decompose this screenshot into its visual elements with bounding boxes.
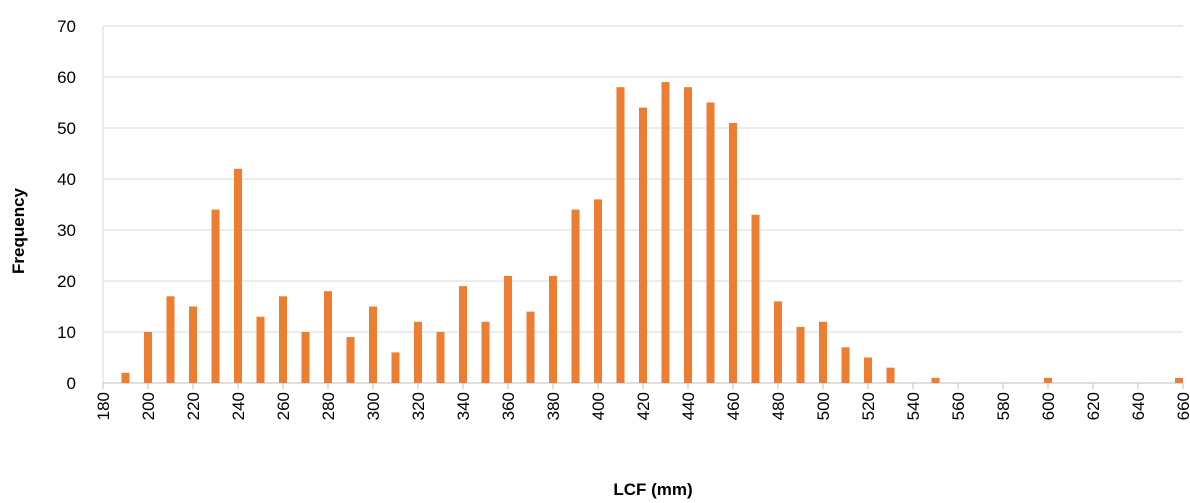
x-tick-label: 440: [679, 392, 698, 420]
bar: [684, 87, 692, 383]
y-tick-label: 30: [57, 221, 76, 240]
x-tick-label: 620: [1084, 392, 1103, 420]
x-axis-title: LCF (mm): [613, 480, 692, 499]
bar: [549, 275, 557, 383]
x-tick-label: 640: [1129, 392, 1148, 420]
bar: [751, 214, 760, 383]
x-tick-label: 660: [1174, 392, 1190, 420]
bar: [121, 372, 130, 383]
y-tick-label: 60: [57, 68, 76, 87]
x-tick-label: 540: [904, 392, 923, 420]
bar: [279, 296, 287, 383]
x-tick-label: 300: [364, 392, 383, 420]
bar: [729, 122, 737, 384]
bar: [526, 311, 535, 383]
x-tick-label: 500: [814, 392, 833, 420]
x-tick-label: 280: [319, 392, 338, 420]
bar: [571, 209, 580, 383]
bar: [436, 332, 445, 383]
x-tick-label: 180: [94, 392, 113, 420]
x-tick-label: 480: [769, 392, 788, 420]
x-tick-label: 200: [139, 392, 158, 420]
bar: [706, 102, 715, 383]
x-tick-label: 320: [409, 392, 428, 420]
bar: [324, 291, 332, 383]
x-tick-label: 520: [859, 392, 878, 420]
bar: [414, 321, 422, 383]
bar: [774, 301, 782, 383]
bar: [234, 168, 242, 383]
x-tick-labels: 180 200 220 240 260 280 300 320 340 360 380 400 420 4…: [94, 392, 1190, 420]
x-tick-label: 420: [634, 392, 653, 420]
bar: [616, 87, 625, 383]
bar: [346, 337, 355, 383]
bar: [864, 357, 872, 383]
bar: [639, 107, 647, 383]
bar: [481, 321, 490, 383]
bar: [886, 367, 895, 383]
bar: [1175, 377, 1183, 383]
bar: [256, 316, 265, 383]
x-tick-label: 260: [274, 392, 293, 420]
y-tick-label: 50: [57, 119, 76, 138]
x-tick-label: 600: [1039, 392, 1058, 420]
bar: [144, 332, 152, 383]
bar: [594, 199, 602, 383]
bar: [796, 326, 805, 383]
x-tick-label: 560: [949, 392, 968, 420]
y-tick-label: 0: [67, 374, 76, 393]
x-tick-label: 380: [544, 392, 563, 420]
x-tick-label: 580: [994, 392, 1013, 420]
bar: [841, 347, 850, 383]
bars: [121, 82, 1183, 384]
y-tick-label: 40: [57, 170, 76, 189]
bar: [369, 306, 377, 383]
y-tick-label: 10: [57, 323, 76, 342]
bar: [1044, 377, 1052, 383]
x-tick-label: 460: [724, 392, 743, 420]
bar: [211, 209, 220, 383]
y-axis-title: Frequency: [9, 187, 28, 274]
bar: [661, 82, 670, 383]
bar: [301, 332, 310, 383]
bar: [166, 296, 175, 383]
x-tick-label: 240: [229, 392, 248, 420]
x-tick-label: 220: [184, 392, 203, 420]
x-tick-label: 360: [499, 392, 518, 420]
bar: [504, 275, 512, 383]
bar: [931, 377, 940, 383]
y-tick-label: 70: [57, 17, 76, 36]
x-tick-label: 340: [454, 392, 473, 420]
x-tick-label: 400: [589, 392, 608, 420]
bar: [459, 286, 467, 383]
bar: [819, 321, 827, 383]
y-tick-labels: 0 10 20 30 40 50 60 70: [57, 17, 76, 393]
y-tick-label: 20: [57, 272, 76, 291]
bar: [189, 306, 197, 383]
bar: [391, 352, 400, 383]
